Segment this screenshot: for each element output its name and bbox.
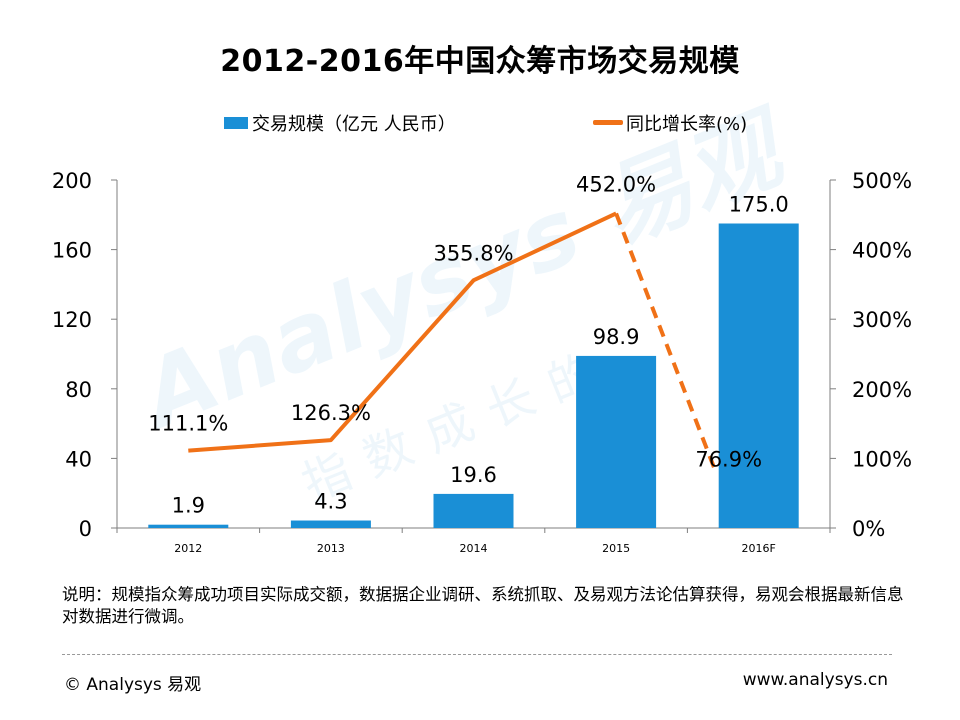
x-tick-label: 2013 (317, 542, 345, 555)
bar-2014 (433, 493, 514, 528)
y-left-tick-label: 0 (79, 517, 92, 541)
growth-line-forecast (614, 212, 719, 476)
bar-value-label: 98.9 (593, 325, 640, 349)
line-value-label: 76.9% (695, 447, 762, 471)
bar-2016F (718, 223, 799, 528)
chart-note: 说明：规模指众筹成功项目实际成交额，数据据企业调研、系统抓取、及易观方法论估算获… (62, 585, 904, 626)
y-right-tick-label: 200% (852, 378, 912, 402)
line-value-label: 355.8% (433, 241, 513, 265)
line-value-label: 126.3% (291, 401, 371, 425)
footer-url: www.analysys.cn (742, 670, 888, 690)
y-left-tick-label: 40 (65, 447, 92, 471)
bar-value-label: 175.0 (729, 193, 789, 217)
y-left-tick-label: 80 (65, 378, 92, 402)
x-tick-label: 2014 (460, 542, 488, 555)
y-right-tick-label: 400% (852, 239, 912, 263)
line-value-label: 111.1% (148, 412, 228, 436)
x-tick-label: 2015 (602, 542, 630, 555)
legend-line-swatch (593, 120, 623, 125)
y-left-tick-label: 120 (52, 308, 92, 332)
legend-bar-swatch (224, 117, 248, 129)
line-value-label: 452.0% (576, 172, 656, 196)
legend-line-label: 同比增长率(%) (626, 114, 748, 135)
bar-value-label: 1.9 (172, 494, 205, 518)
growth-line (188, 211, 617, 453)
y-right-tick-label: 500% (852, 169, 912, 193)
bar-2015 (576, 355, 657, 528)
x-tick-label: 2012 (174, 542, 202, 555)
bar-2012 (148, 524, 229, 528)
bar-value-label: 4.3 (314, 490, 347, 514)
chart-plot: 0 40 80 120 160 200 0% 100% 200% 300% 400% 500% 1.9 4… (52, 169, 912, 555)
x-tick-label: 2016F (742, 542, 776, 555)
legend-bar-label: 交易规模（亿元 人民币） (252, 114, 456, 135)
y-left-tick-label: 160 (52, 239, 92, 263)
bar-2013 (290, 520, 371, 528)
y-right-tick-label: 0% (852, 517, 885, 541)
footer-divider (62, 654, 892, 655)
y-left-tick-label: 200 (52, 169, 92, 193)
footer-brand: © Analysys 易观 (64, 675, 202, 695)
y-right-tick-label: 300% (852, 308, 912, 332)
chart-title: 2012-2016年中国众筹市场交易规模 (220, 44, 740, 79)
bar-value-label: 19.6 (450, 463, 497, 487)
y-right-tick-label: 100% (852, 447, 912, 471)
